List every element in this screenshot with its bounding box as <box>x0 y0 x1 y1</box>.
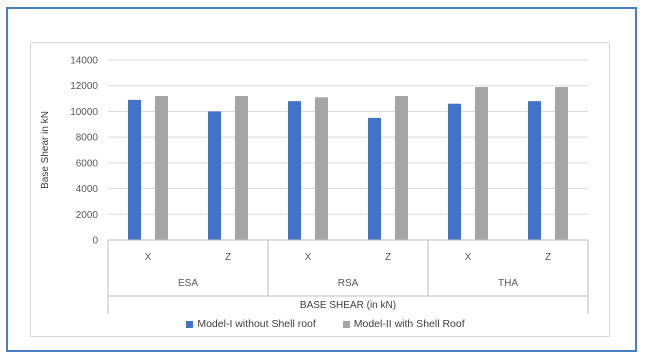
x-tick-label: X <box>305 252 312 263</box>
chart-legend: Model-I without Shell roof Model-II with… <box>0 318 651 331</box>
y-tick-label: 8000 <box>76 133 99 144</box>
y-tick-label: 6000 <box>76 158 99 169</box>
bar-model-2 <box>555 87 568 240</box>
bar-model-1 <box>208 111 221 240</box>
x-group-label: RSA <box>338 278 359 289</box>
x-tick-label: Z <box>545 252 551 263</box>
y-tick-label: 12000 <box>70 81 98 92</box>
bar-model-2 <box>395 96 408 240</box>
x-tick-label: Z <box>385 252 391 263</box>
x-tick-label: X <box>465 252 472 263</box>
legend-item-model-2: Model-II with Shell Roof <box>342 318 465 330</box>
legend-swatch-model-2 <box>342 320 350 328</box>
y-tick-label: 0 <box>92 236 98 247</box>
bar-model-1 <box>528 101 541 241</box>
bar-model-1 <box>368 117 381 240</box>
legend-item-model-1: Model-I without Shell roof <box>186 318 316 330</box>
legend-label-model-1: Model-I without Shell roof <box>197 318 316 330</box>
bar-model-2 <box>155 96 168 240</box>
x-tick-label: X <box>145 252 152 263</box>
y-axis-title: Base Shear in kN <box>40 111 51 189</box>
x-axis-title: BASE SHEAR (in kN) <box>300 300 396 311</box>
y-tick-label: 14000 <box>70 56 98 67</box>
bar-model-2 <box>235 96 248 240</box>
bar-model-1 <box>288 101 301 241</box>
bar-model-1 <box>128 99 141 240</box>
legend-swatch-model-1 <box>186 320 194 328</box>
y-tick-label: 2000 <box>76 210 99 221</box>
x-group-label: ESA <box>178 278 198 289</box>
y-tick-label: 4000 <box>76 184 99 195</box>
legend-label-model-2: Model-II with Shell Roof <box>353 318 465 330</box>
bar-model-1 <box>448 103 461 240</box>
x-tick-label: Z <box>225 252 231 263</box>
bar-model-2 <box>475 87 488 240</box>
y-tick-label: 10000 <box>70 107 98 118</box>
x-group-label: THA <box>498 278 518 289</box>
bar-model-2 <box>315 97 328 241</box>
